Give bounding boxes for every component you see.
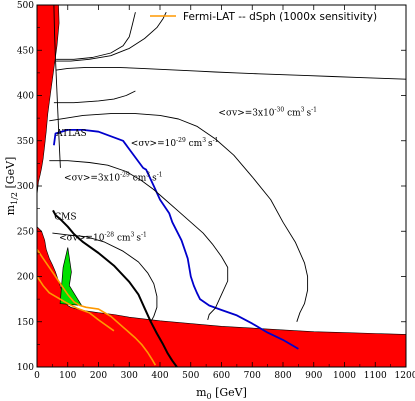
series-layer <box>37 5 406 367</box>
x-tick-label: 200 <box>90 371 107 381</box>
y-tick-label: 250 <box>17 227 34 237</box>
x-tick-label: 800 <box>274 371 291 381</box>
series-contour-top-1 <box>56 12 136 60</box>
series-contour-3e-30-b <box>55 12 167 62</box>
y-tick-label: 400 <box>17 92 34 102</box>
x-tick-label: 100 <box>59 371 76 381</box>
axes-layer: 0 100 200 300 400 500 600 700 800 900 1000 1100 1200… <box>4 1 415 401</box>
x-tick-label: 600 <box>213 371 230 381</box>
x-tick-label: 1200 <box>395 371 415 381</box>
x-tick-label: 700 <box>244 371 261 381</box>
series-contour-3e-29 <box>49 160 229 321</box>
cross-section-label-4: <σv>=10-28 cm3 s-1 <box>59 231 147 243</box>
x-tick-label: 1100 <box>364 371 387 381</box>
x-tick-label: 300 <box>121 371 138 381</box>
series-contour-1e-28 <box>52 232 158 323</box>
series-fermi-lat <box>37 248 157 366</box>
y-tick-label: 100 <box>17 363 34 373</box>
series-cms <box>52 209 178 367</box>
cross-section-label-1: <σv>=3x10-30 cm3 s-1 <box>218 106 317 118</box>
annotations-layer: <σv>=3x10-30 cm3 s-1 <σv>=10-29 cm3 s-1 <σv>… <box>54 106 317 243</box>
series-contour-top-2 <box>53 90 136 104</box>
y-tick-label: 200 <box>17 273 34 283</box>
series-atlas <box>53 128 299 350</box>
excluded-region-upper-left-red <box>37 5 60 196</box>
label-atlas: ATLAS <box>55 129 87 139</box>
series-contour-edge <box>53 5 61 168</box>
legend: Fermi-LAT -- dSph (1000x sensitivity) <box>150 11 377 23</box>
x-tick-label: 400 <box>151 371 168 381</box>
y-tick-label: 350 <box>17 137 34 147</box>
label-cms: CMS <box>54 212 76 222</box>
legend-label: Fermi-LAT -- dSph (1000x sensitivity) <box>183 11 377 23</box>
x-tick-label: 1000 <box>333 371 356 381</box>
y-axis-title: m1/2 [GeV] <box>4 157 19 216</box>
cross-section-label-2: <σv>=10-29 cm3 s-1 <box>131 137 219 149</box>
series-fermi-lat-lower <box>37 276 115 332</box>
x-tick-label: 500 <box>182 371 199 381</box>
cross-section-label-3: <σv>=3x10-29 cm3 s-1 <box>64 172 163 184</box>
y-tick-label: 150 <box>17 318 34 328</box>
x-tick-label: 0 <box>34 371 40 381</box>
x-axis-title: m0 [GeV] <box>196 386 247 401</box>
y-tick-label: 300 <box>17 182 34 192</box>
x-tick-label: 900 <box>305 371 322 381</box>
y-tick-label: 450 <box>17 46 34 56</box>
series-contour-1e-29 <box>49 113 309 322</box>
series-contour-3e-30 <box>55 66 406 80</box>
y-tick-label: 500 <box>17 1 34 11</box>
